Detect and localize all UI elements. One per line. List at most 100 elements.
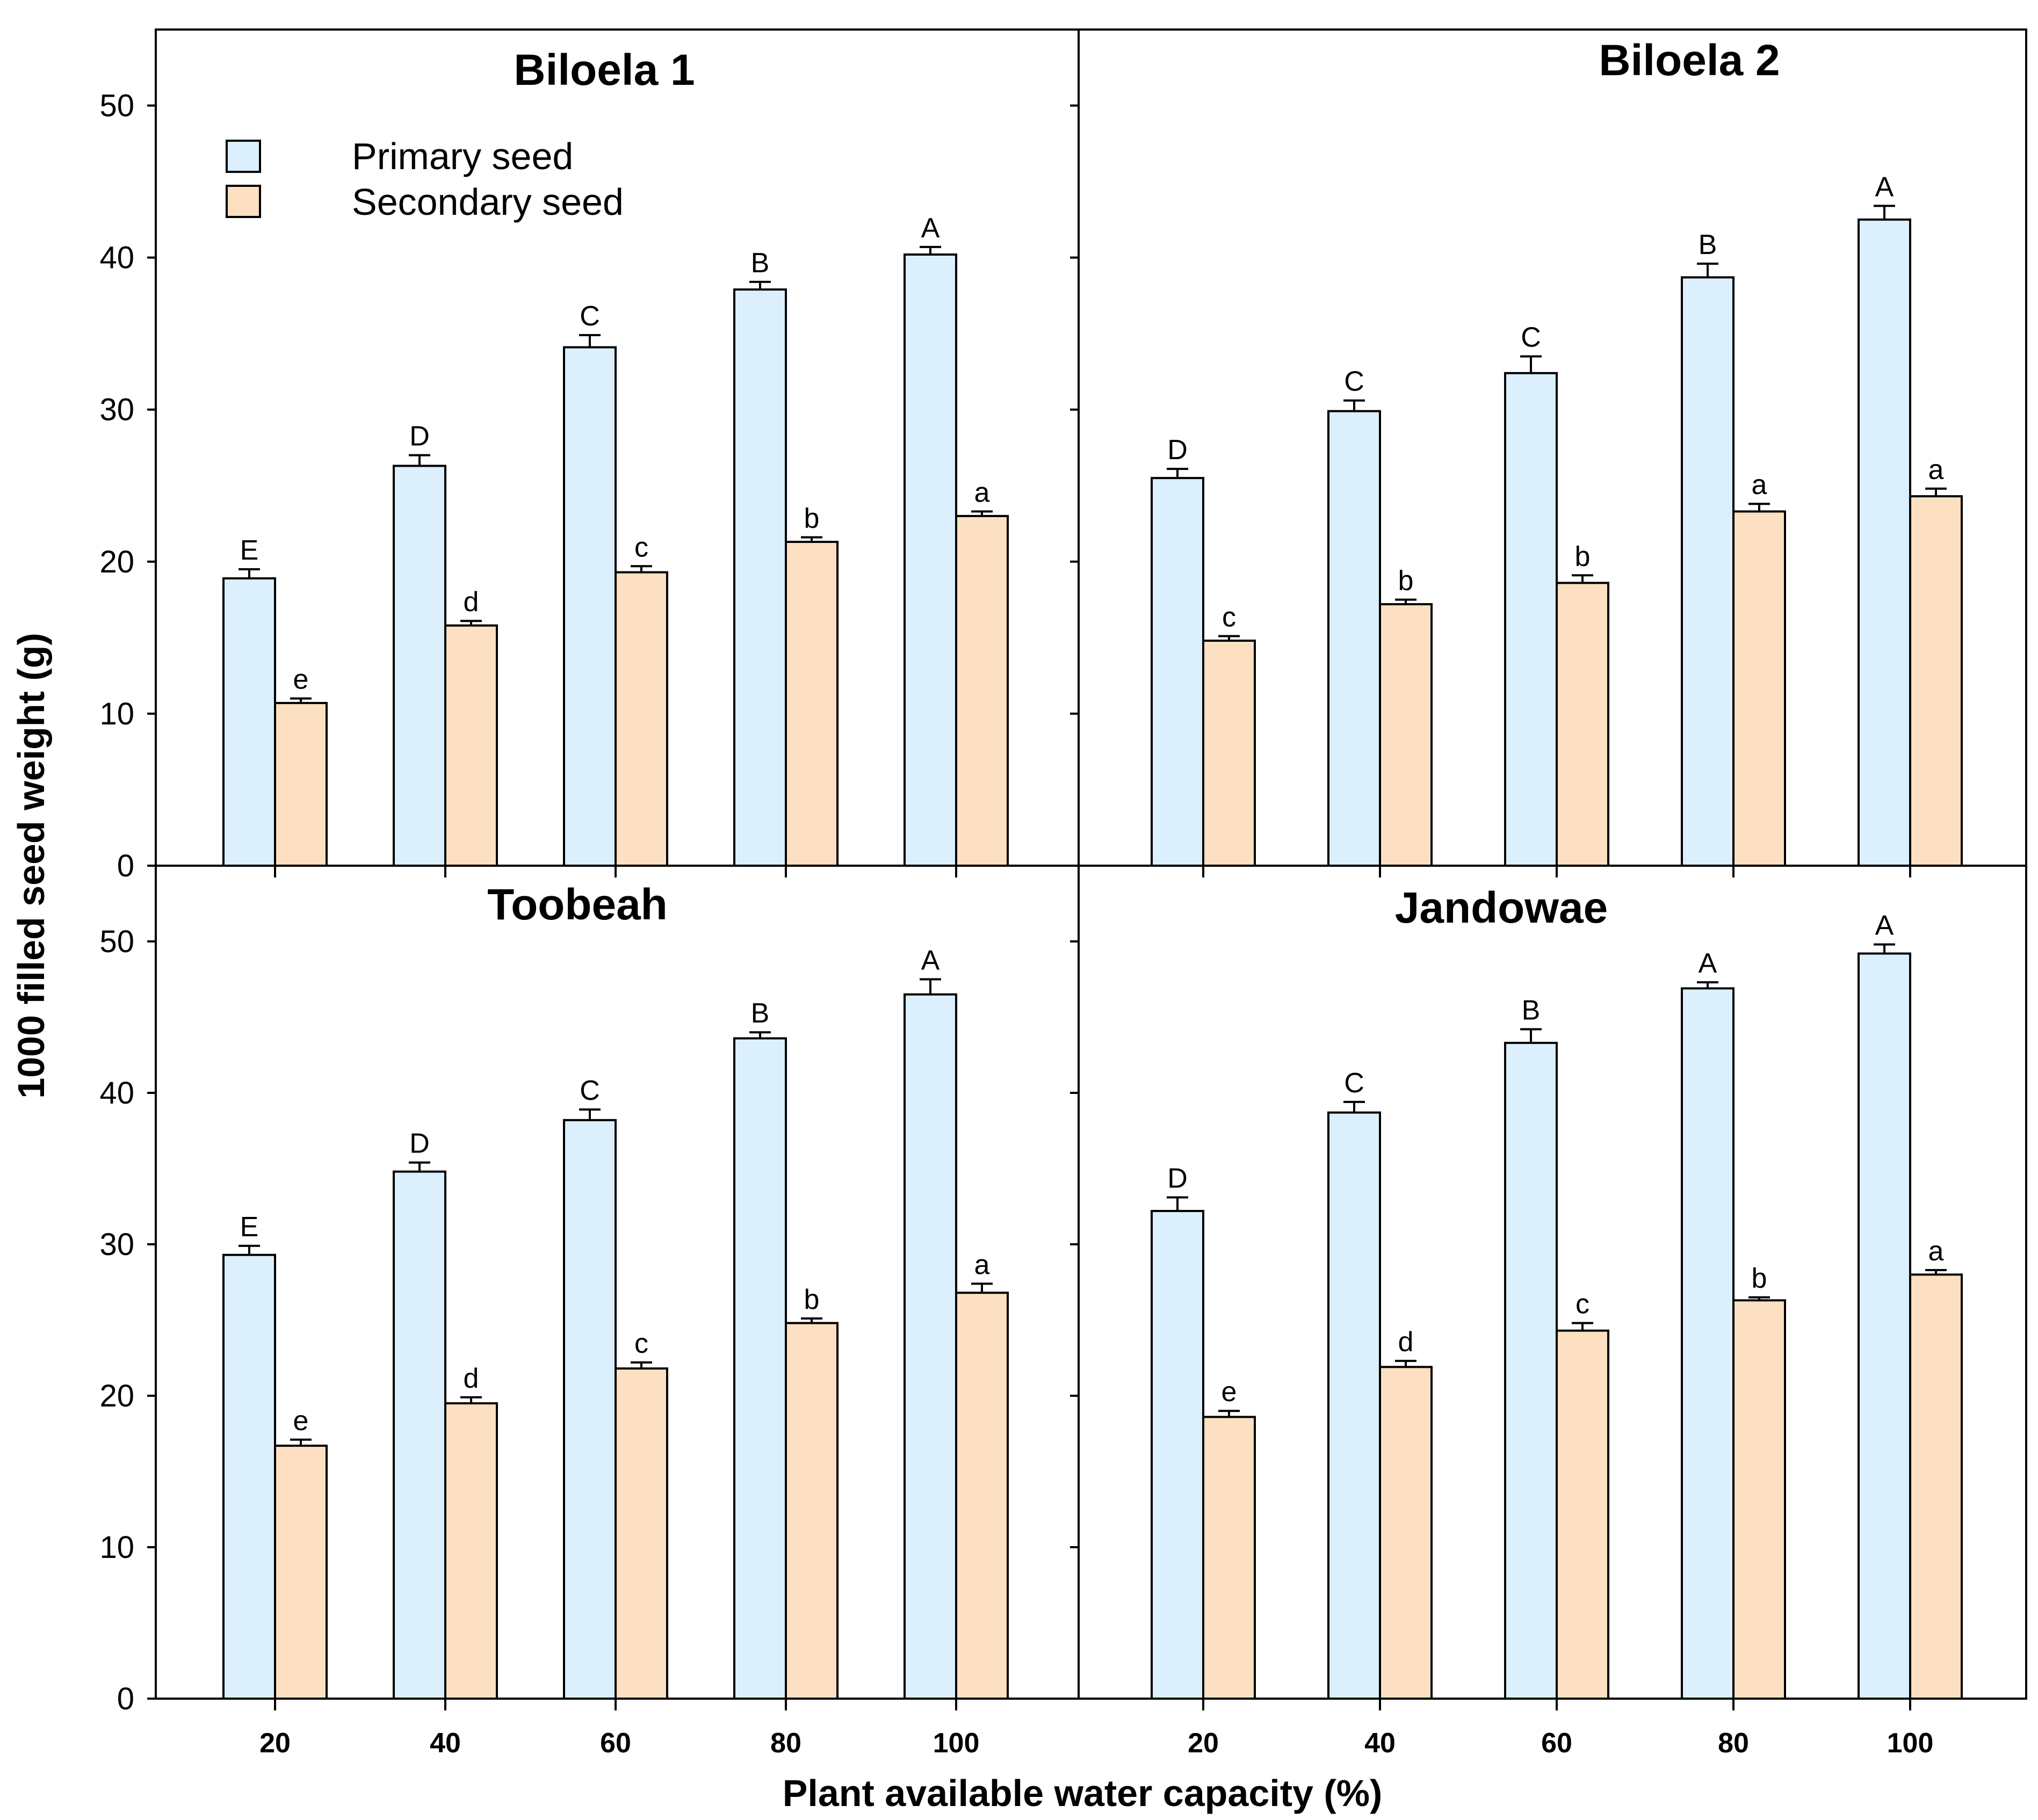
significance-letter-primary-100: A bbox=[921, 213, 940, 244]
bar-primary-20 bbox=[1151, 1209, 1204, 1700]
significance-letter-secondary-80: a bbox=[1752, 469, 1767, 501]
significance-letter-secondary-40: d bbox=[464, 1363, 479, 1394]
bar-secondary-60 bbox=[1556, 1329, 1609, 1700]
significance-letter-primary-40: D bbox=[409, 421, 430, 452]
legend-swatch-primary-seed bbox=[226, 140, 261, 173]
panel-title: Toobeah bbox=[487, 880, 668, 929]
bar-primary-100 bbox=[904, 253, 957, 867]
bar-secondary-100 bbox=[955, 514, 1009, 867]
bar-secondary-60 bbox=[1556, 582, 1609, 867]
significance-letter-secondary-40: b bbox=[1398, 565, 1414, 597]
panel-biloela-2: Biloela 2 Dc Cb Cb Ba Aa bbox=[1070, 36, 2026, 878]
significance-letter-secondary-20: e bbox=[1222, 1376, 1237, 1408]
significance-letter-primary-40: D bbox=[409, 1128, 430, 1159]
y-tick-label: 30 bbox=[99, 393, 134, 427]
bar-primary-20 bbox=[1151, 477, 1204, 867]
bar-primary-80 bbox=[733, 288, 787, 867]
bar-secondary-60 bbox=[615, 1367, 668, 1700]
significance-letter-primary-80: B bbox=[751, 248, 770, 279]
significance-letter-secondary-100: a bbox=[974, 1249, 990, 1280]
significance-letter-secondary-60: c bbox=[634, 532, 648, 563]
significance-letter-secondary-80: b bbox=[804, 1284, 820, 1315]
y-tick-label: 10 bbox=[99, 697, 134, 731]
bar-secondary-40 bbox=[1379, 603, 1433, 867]
significance-letter-secondary-20: e bbox=[293, 1405, 309, 1437]
bar-primary-80 bbox=[1681, 276, 1735, 867]
bar-secondary-60 bbox=[615, 571, 668, 867]
bar-primary-60 bbox=[563, 346, 617, 867]
bar-primary-100 bbox=[904, 993, 957, 1700]
bar-primary-60 bbox=[563, 1119, 617, 1700]
bar-secondary-80 bbox=[1732, 1299, 1786, 1700]
significance-letter-secondary-100: a bbox=[1928, 1236, 1944, 1267]
significance-letter-secondary-20: c bbox=[1222, 602, 1236, 633]
significance-letter-secondary-40: d bbox=[1398, 1326, 1414, 1358]
significance-letter-primary-20: E bbox=[240, 535, 259, 566]
significance-letter-primary-40: C bbox=[1344, 366, 1364, 397]
significance-letter-primary-60: C bbox=[580, 301, 600, 332]
significance-letter-primary-40: C bbox=[1344, 1068, 1364, 1099]
x-axis-title: Plant available water capacity (%) bbox=[783, 1772, 1383, 1814]
x-tick-label: 20 bbox=[259, 1728, 291, 1759]
bar-primary-40 bbox=[393, 1170, 446, 1700]
bar-secondary-80 bbox=[785, 541, 839, 867]
y-tick-label: 0 bbox=[117, 1681, 134, 1716]
significance-letter-secondary-60: c bbox=[634, 1328, 648, 1359]
significance-letter-primary-20: D bbox=[1167, 1163, 1188, 1194]
significance-letter-primary-100: A bbox=[1875, 910, 1894, 941]
significance-letter-primary-80: B bbox=[1699, 229, 1717, 260]
x-tick-label: 20 bbox=[1188, 1728, 1219, 1759]
bar-primary-20 bbox=[222, 1253, 276, 1700]
x-tick-label: 80 bbox=[770, 1728, 801, 1759]
significance-letter-primary-100: A bbox=[921, 945, 940, 976]
bar-secondary-40 bbox=[1379, 1366, 1433, 1700]
significance-letter-secondary-80: b bbox=[804, 503, 820, 534]
x-tick-label: 100 bbox=[933, 1728, 980, 1759]
bar-secondary-20 bbox=[274, 702, 328, 867]
bar-primary-100 bbox=[1858, 218, 1911, 867]
significance-letter-primary-100: A bbox=[1875, 171, 1894, 202]
panel-toobeah: 0 10 20 30 40 50 Toobeah 20 Ee 40 Dd 60 Cc 80 Bb 100 Aa bbox=[99, 880, 1079, 1759]
panel-title: Biloela 2 bbox=[1599, 36, 1780, 85]
significance-letter-primary-80: A bbox=[1699, 948, 1717, 979]
significance-letter-secondary-100: a bbox=[1928, 454, 1944, 485]
bar-primary-40 bbox=[393, 465, 446, 867]
significance-letter-primary-20: E bbox=[240, 1212, 259, 1243]
y-tick-label: 0 bbox=[117, 849, 134, 883]
significance-letter-primary-80: B bbox=[751, 998, 770, 1029]
y-tick-label: 20 bbox=[99, 545, 134, 579]
bar-primary-40 bbox=[1327, 410, 1381, 867]
bar-secondary-100 bbox=[1909, 1273, 1963, 1700]
bar-primary-60 bbox=[1504, 372, 1558, 867]
plots-area: 0 10 20 30 40 50 Biloela 1 Ee Dd Cc Bb Aa Biloela 2 D… bbox=[99, 28, 2027, 1759]
legend-swatch-secondary-seed bbox=[226, 185, 261, 218]
x-tick-label: 40 bbox=[1364, 1728, 1396, 1759]
y-tick-label: 40 bbox=[99, 1076, 134, 1111]
y-tick-label: 40 bbox=[99, 241, 134, 275]
panel-title: Jandowae bbox=[1395, 883, 1608, 932]
bar-secondary-20 bbox=[1202, 1416, 1256, 1700]
bar-secondary-80 bbox=[1732, 510, 1786, 867]
bar-secondary-40 bbox=[444, 1402, 498, 1700]
y-tick-label: 10 bbox=[99, 1530, 134, 1565]
bar-primary-80 bbox=[1681, 987, 1735, 1700]
legend-label-secondary-seed: Secondary seed bbox=[352, 181, 624, 223]
legend-label-primary-seed: Primary seed bbox=[352, 135, 573, 177]
significance-letter-secondary-60: c bbox=[1576, 1289, 1589, 1320]
bar-primary-100 bbox=[1858, 952, 1911, 1700]
bar-secondary-100 bbox=[955, 1292, 1009, 1700]
bar-secondary-20 bbox=[274, 1445, 328, 1700]
significance-letter-secondary-40: d bbox=[464, 586, 479, 618]
x-tick-label: 60 bbox=[1541, 1728, 1572, 1759]
bar-secondary-20 bbox=[1202, 640, 1256, 867]
y-tick-label: 30 bbox=[99, 1227, 134, 1262]
panel-title: Biloela 1 bbox=[514, 46, 695, 95]
x-tick-label: 40 bbox=[430, 1728, 461, 1759]
significance-letter-secondary-80: b bbox=[1752, 1263, 1767, 1294]
bar-primary-60 bbox=[1504, 1041, 1558, 1700]
legend: Primary seed Secondary seed bbox=[226, 135, 624, 223]
bar-primary-20 bbox=[222, 577, 276, 867]
y-axis-title: 1000 filled seed weight (g) bbox=[10, 633, 52, 1098]
y-tick-label: 20 bbox=[99, 1379, 134, 1413]
